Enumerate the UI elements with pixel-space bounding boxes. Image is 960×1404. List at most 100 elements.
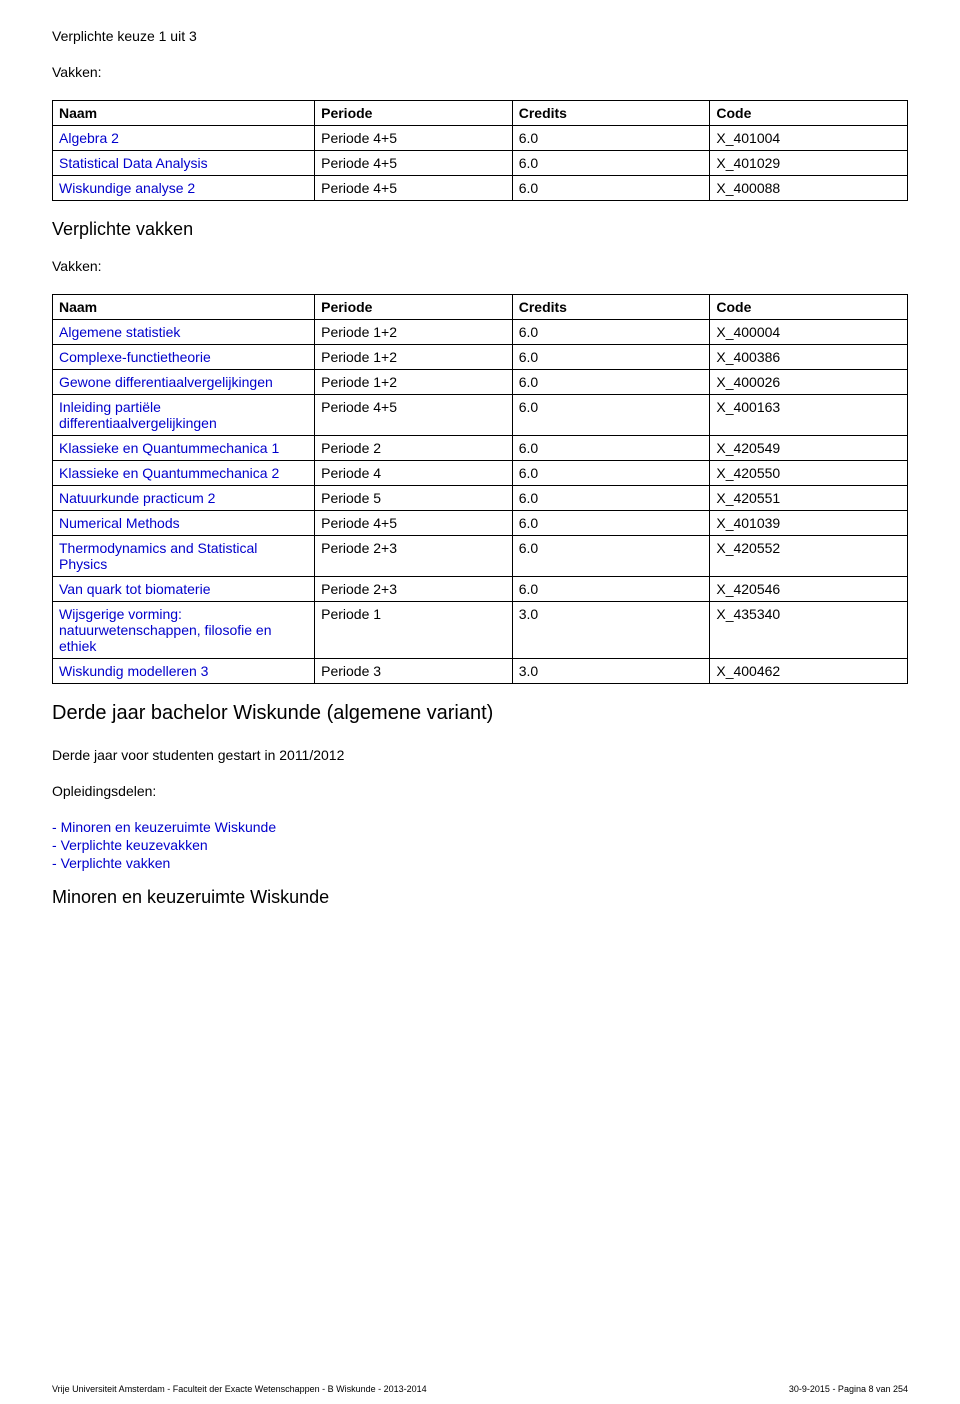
table-row: Wijsgerige vorming: natuurwetenschappen,… <box>53 602 908 659</box>
table-row: Van quark tot biomaterie Periode 2+36.0X_… <box>53 577 908 602</box>
cell-code: X_420549 <box>710 436 908 461</box>
course-link[interactable]: Numerical Methods <box>59 515 180 531</box>
cell-credits: 6.0 <box>512 370 710 395</box>
table-row: Inleiding partiële differentiaalvergelij… <box>53 395 908 436</box>
cell-code: X_400004 <box>710 320 908 345</box>
cell-naam: Gewone differentiaalvergelijkingen <box>53 370 315 395</box>
course-link[interactable]: Klassieke en Quantummechanica 1 <box>59 440 279 456</box>
course-link[interactable]: Natuurkunde practicum 2 <box>59 490 215 506</box>
course-link[interactable]: Wijsgerige vorming: natuurwetenschappen,… <box>59 606 271 654</box>
cell-code: X_435340 <box>710 602 908 659</box>
cell-credits: 6.0 <box>512 126 710 151</box>
cell-credits: 6.0 <box>512 461 710 486</box>
cell-naam: Statistical Data Analysis <box>53 151 315 176</box>
cell-credits: 3.0 <box>512 659 710 684</box>
cell-code: X_400026 <box>710 370 908 395</box>
course-link[interactable]: Wiskundige analyse 2 <box>59 180 195 196</box>
course-link[interactable]: Algemene statistiek <box>59 324 180 340</box>
course-link[interactable]: Complexe-functietheorie <box>59 349 211 365</box>
list-item[interactable]: Minoren en keuzeruimte Wiskunde <box>52 819 908 835</box>
cell-credits: 6.0 <box>512 577 710 602</box>
cell-periode: Periode 4+5 <box>315 176 513 201</box>
cell-code: X_400088 <box>710 176 908 201</box>
table-row: Klassieke en Quantummechanica 1 Periode 2… <box>53 436 908 461</box>
table-header-row: Naam Periode Credits Code <box>53 295 908 320</box>
page-footer: Vrije Universiteit Amsterdam - Faculteit… <box>52 1384 908 1394</box>
list-item[interactable]: Verplichte vakken <box>52 855 908 871</box>
opleidingsdelen-label: Opleidingsdelen: <box>52 783 908 799</box>
table-row: Wiskundig modelleren 3Periode 33.0X_4004… <box>53 659 908 684</box>
course-link[interactable]: Gewone differentiaalvergelijkingen <box>59 374 273 390</box>
cell-naam: Klassieke en Quantummechanica 1 <box>53 436 315 461</box>
course-link[interactable]: Klassieke en Quantummechanica 2 <box>59 465 279 481</box>
cell-code: X_420550 <box>710 461 908 486</box>
cell-naam: Thermodynamics and Statistical Physics <box>53 536 315 577</box>
th-credits: Credits <box>512 101 710 126</box>
cell-periode: Periode 2+3 <box>315 577 513 602</box>
list-item[interactable]: Verplichte keuzevakken <box>52 837 908 853</box>
cell-periode: Periode 4 <box>315 461 513 486</box>
th-naam: Naam <box>53 295 315 320</box>
cell-credits: 6.0 <box>512 395 710 436</box>
cell-credits: 6.0 <box>512 511 710 536</box>
course-link[interactable]: Algebra 2 <box>59 130 119 146</box>
table-row: Statistical Data AnalysisPeriode 4+56.0X… <box>53 151 908 176</box>
page: Verplichte keuze 1 uit 3 Vakken: Naam Pe… <box>0 0 960 1404</box>
cell-naam: Wiskundig modelleren 3 <box>53 659 315 684</box>
course-table-2: Naam Periode Credits Code Algemene stati… <box>52 294 908 684</box>
cell-naam: Wijsgerige vorming: natuurwetenschappen,… <box>53 602 315 659</box>
table-row: Algebra 2 Periode 4+56.0X_401004 <box>53 126 908 151</box>
cell-code: X_401039 <box>710 511 908 536</box>
course-link[interactable]: Statistical Data Analysis <box>59 155 208 171</box>
cell-periode: Periode 1+2 <box>315 370 513 395</box>
cell-periode: Periode 1+2 <box>315 320 513 345</box>
cell-periode: Periode 4+5 <box>315 151 513 176</box>
cell-periode: Periode 1 <box>315 602 513 659</box>
th-code: Code <box>710 101 908 126</box>
cell-credits: 6.0 <box>512 176 710 201</box>
course-link[interactable]: Inleiding partiële differentiaalvergelij… <box>59 399 217 431</box>
course-link[interactable]: Van quark tot biomaterie <box>59 581 211 597</box>
cell-naam: Natuurkunde practicum 2 <box>53 486 315 511</box>
cell-periode: Periode 2 <box>315 436 513 461</box>
table-row: Algemene statistiek Periode 1+26.0X_40000… <box>53 320 908 345</box>
table-row: Natuurkunde practicum 2 Periode 56.0X_420… <box>53 486 908 511</box>
footer-left: Vrije Universiteit Amsterdam - Faculteit… <box>52 1384 427 1394</box>
cell-credits: 6.0 <box>512 486 710 511</box>
cell-code: X_420546 <box>710 577 908 602</box>
cell-credits: 6.0 <box>512 436 710 461</box>
cell-periode: Periode 2+3 <box>315 536 513 577</box>
vakken-label-1: Vakken: <box>52 64 908 80</box>
course-table-1: Naam Periode Credits Code Algebra 2Perio… <box>52 100 908 201</box>
cell-naam: Algemene statistiek <box>53 320 315 345</box>
cell-credits: 6.0 <box>512 320 710 345</box>
cell-periode: Periode 4+5 <box>315 126 513 151</box>
cell-code: X_401029 <box>710 151 908 176</box>
cell-credits: 6.0 <box>512 345 710 370</box>
cell-code: X_420551 <box>710 486 908 511</box>
cell-code: X_400386 <box>710 345 908 370</box>
course-link[interactable]: Thermodynamics and Statistical Physics <box>59 540 257 572</box>
cell-periode: Periode 1+2 <box>315 345 513 370</box>
cell-naam: Numerical Methods <box>53 511 315 536</box>
th-periode: Periode <box>315 101 513 126</box>
cell-code: X_400163 <box>710 395 908 436</box>
cell-naam: Van quark tot biomaterie <box>53 577 315 602</box>
section-title-minoren: Minoren en keuzeruimte Wiskunde <box>52 887 908 908</box>
table-row: Gewone differentiaalvergelijkingen Period… <box>53 370 908 395</box>
section-title-keuze: Verplichte keuze 1 uit 3 <box>52 28 908 44</box>
table-row: Wiskundige analyse 2 Periode 4+56.0X_4000… <box>53 176 908 201</box>
cell-credits: 3.0 <box>512 602 710 659</box>
table-row: Klassieke en Quantummechanica 2 Periode 4… <box>53 461 908 486</box>
course-link[interactable]: Wiskundig modelleren 3 <box>59 663 208 679</box>
cell-naam: Klassieke en Quantummechanica 2 <box>53 461 315 486</box>
cell-naam: Complexe-functietheorie <box>53 345 315 370</box>
cell-code: X_401004 <box>710 126 908 151</box>
cell-periode: Periode 5 <box>315 486 513 511</box>
cell-periode: Periode 3 <box>315 659 513 684</box>
cell-credits: 6.0 <box>512 536 710 577</box>
table-row: Complexe-functietheorie Periode 1+26.0X_4… <box>53 345 908 370</box>
section-title-verplichte: Verplichte vakken <box>52 219 908 240</box>
table-row: Thermodynamics and Statistical Physics Pe… <box>53 536 908 577</box>
table-row: Numerical MethodsPeriode 4+56.0X_401039 <box>53 511 908 536</box>
